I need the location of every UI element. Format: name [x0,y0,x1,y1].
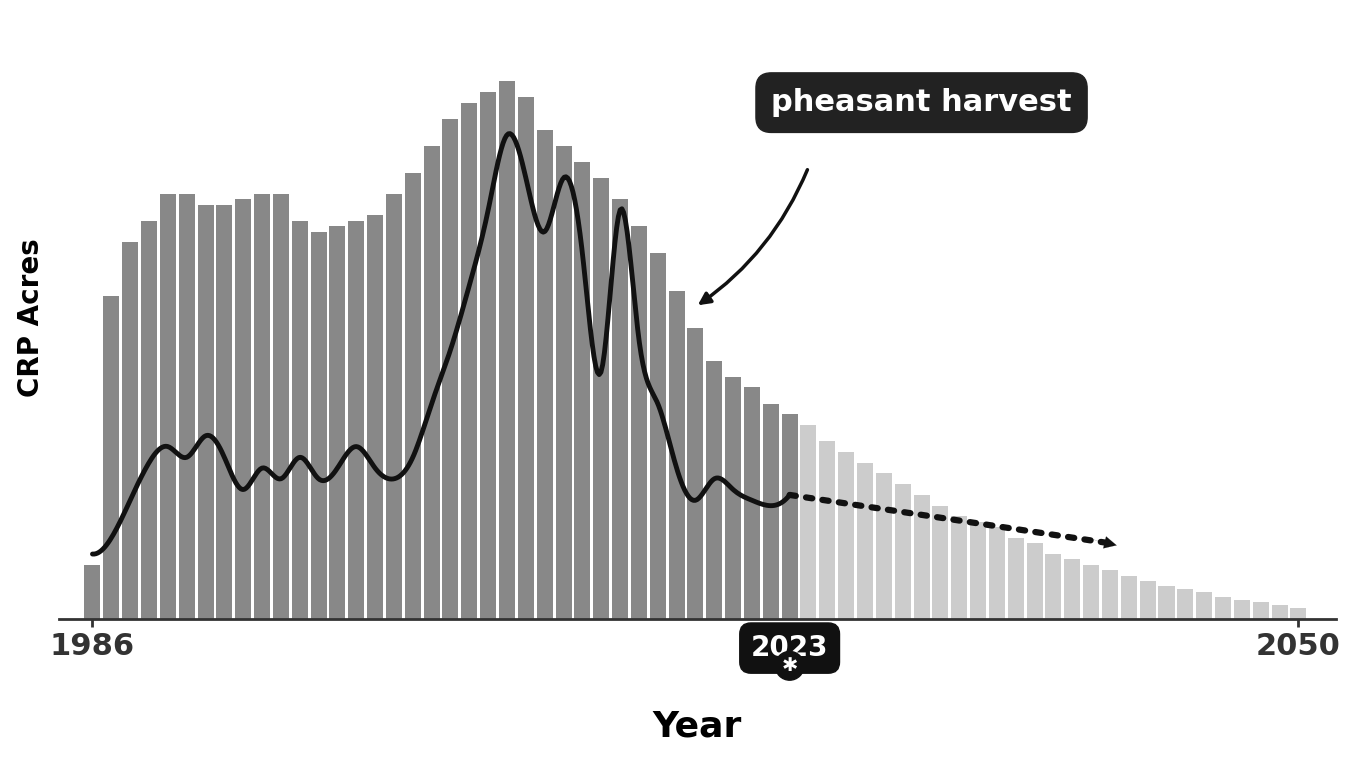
Bar [1290,608,1307,619]
Bar [499,81,516,619]
Bar [367,216,383,619]
Text: pheasant harvest: pheasant harvest [771,88,1072,117]
Text: 2023: 2023 [752,634,828,662]
Bar [1102,570,1118,619]
Bar [1121,575,1136,619]
Bar [895,484,911,619]
Text: ✱: ✱ [782,657,798,676]
Bar [1083,565,1099,619]
Bar [386,194,402,619]
Bar [198,204,214,619]
Bar [649,253,666,619]
Bar [857,463,873,619]
Bar [311,232,326,619]
Bar [1215,597,1232,619]
Bar [933,505,948,619]
Bar [461,103,477,619]
Bar [1045,554,1061,619]
Bar [743,388,760,619]
Bar [687,328,704,619]
Bar [536,129,552,619]
Bar [1252,603,1269,619]
Bar [612,199,627,619]
Bar [217,204,232,619]
Bar [1140,581,1155,619]
Bar [1196,591,1213,619]
Bar [668,291,685,619]
Bar [1177,589,1194,619]
Bar [876,473,892,619]
Bar [762,404,779,619]
Bar [273,194,289,619]
Bar [914,495,929,619]
Bar [179,194,195,619]
Bar [235,199,251,619]
Bar [518,97,533,619]
X-axis label: Year: Year [652,709,742,743]
Bar [632,226,647,619]
Bar [1158,586,1174,619]
Bar [480,92,496,619]
Bar [442,119,458,619]
Bar [292,221,308,619]
Bar [348,221,364,619]
Bar [1027,543,1042,619]
Bar [707,360,723,619]
Bar [1008,538,1024,619]
Bar [970,522,986,619]
Y-axis label: CRP Acres: CRP Acres [16,238,45,397]
Bar [330,226,345,619]
Bar [989,527,1005,619]
Bar [104,296,119,619]
Bar [820,442,835,619]
Bar [1064,559,1080,619]
Bar [140,221,157,619]
Bar [782,414,798,619]
Bar [405,173,421,619]
Bar [951,517,967,619]
Bar [726,377,741,619]
Bar [801,425,817,619]
Bar [254,194,270,619]
Bar [837,452,854,619]
Bar [424,146,439,619]
Bar [593,178,610,619]
Bar [555,146,572,619]
Bar [85,565,101,619]
Bar [123,242,138,619]
Bar [1234,600,1249,619]
Bar [160,194,176,619]
Bar [574,162,591,619]
Bar [1271,605,1288,619]
